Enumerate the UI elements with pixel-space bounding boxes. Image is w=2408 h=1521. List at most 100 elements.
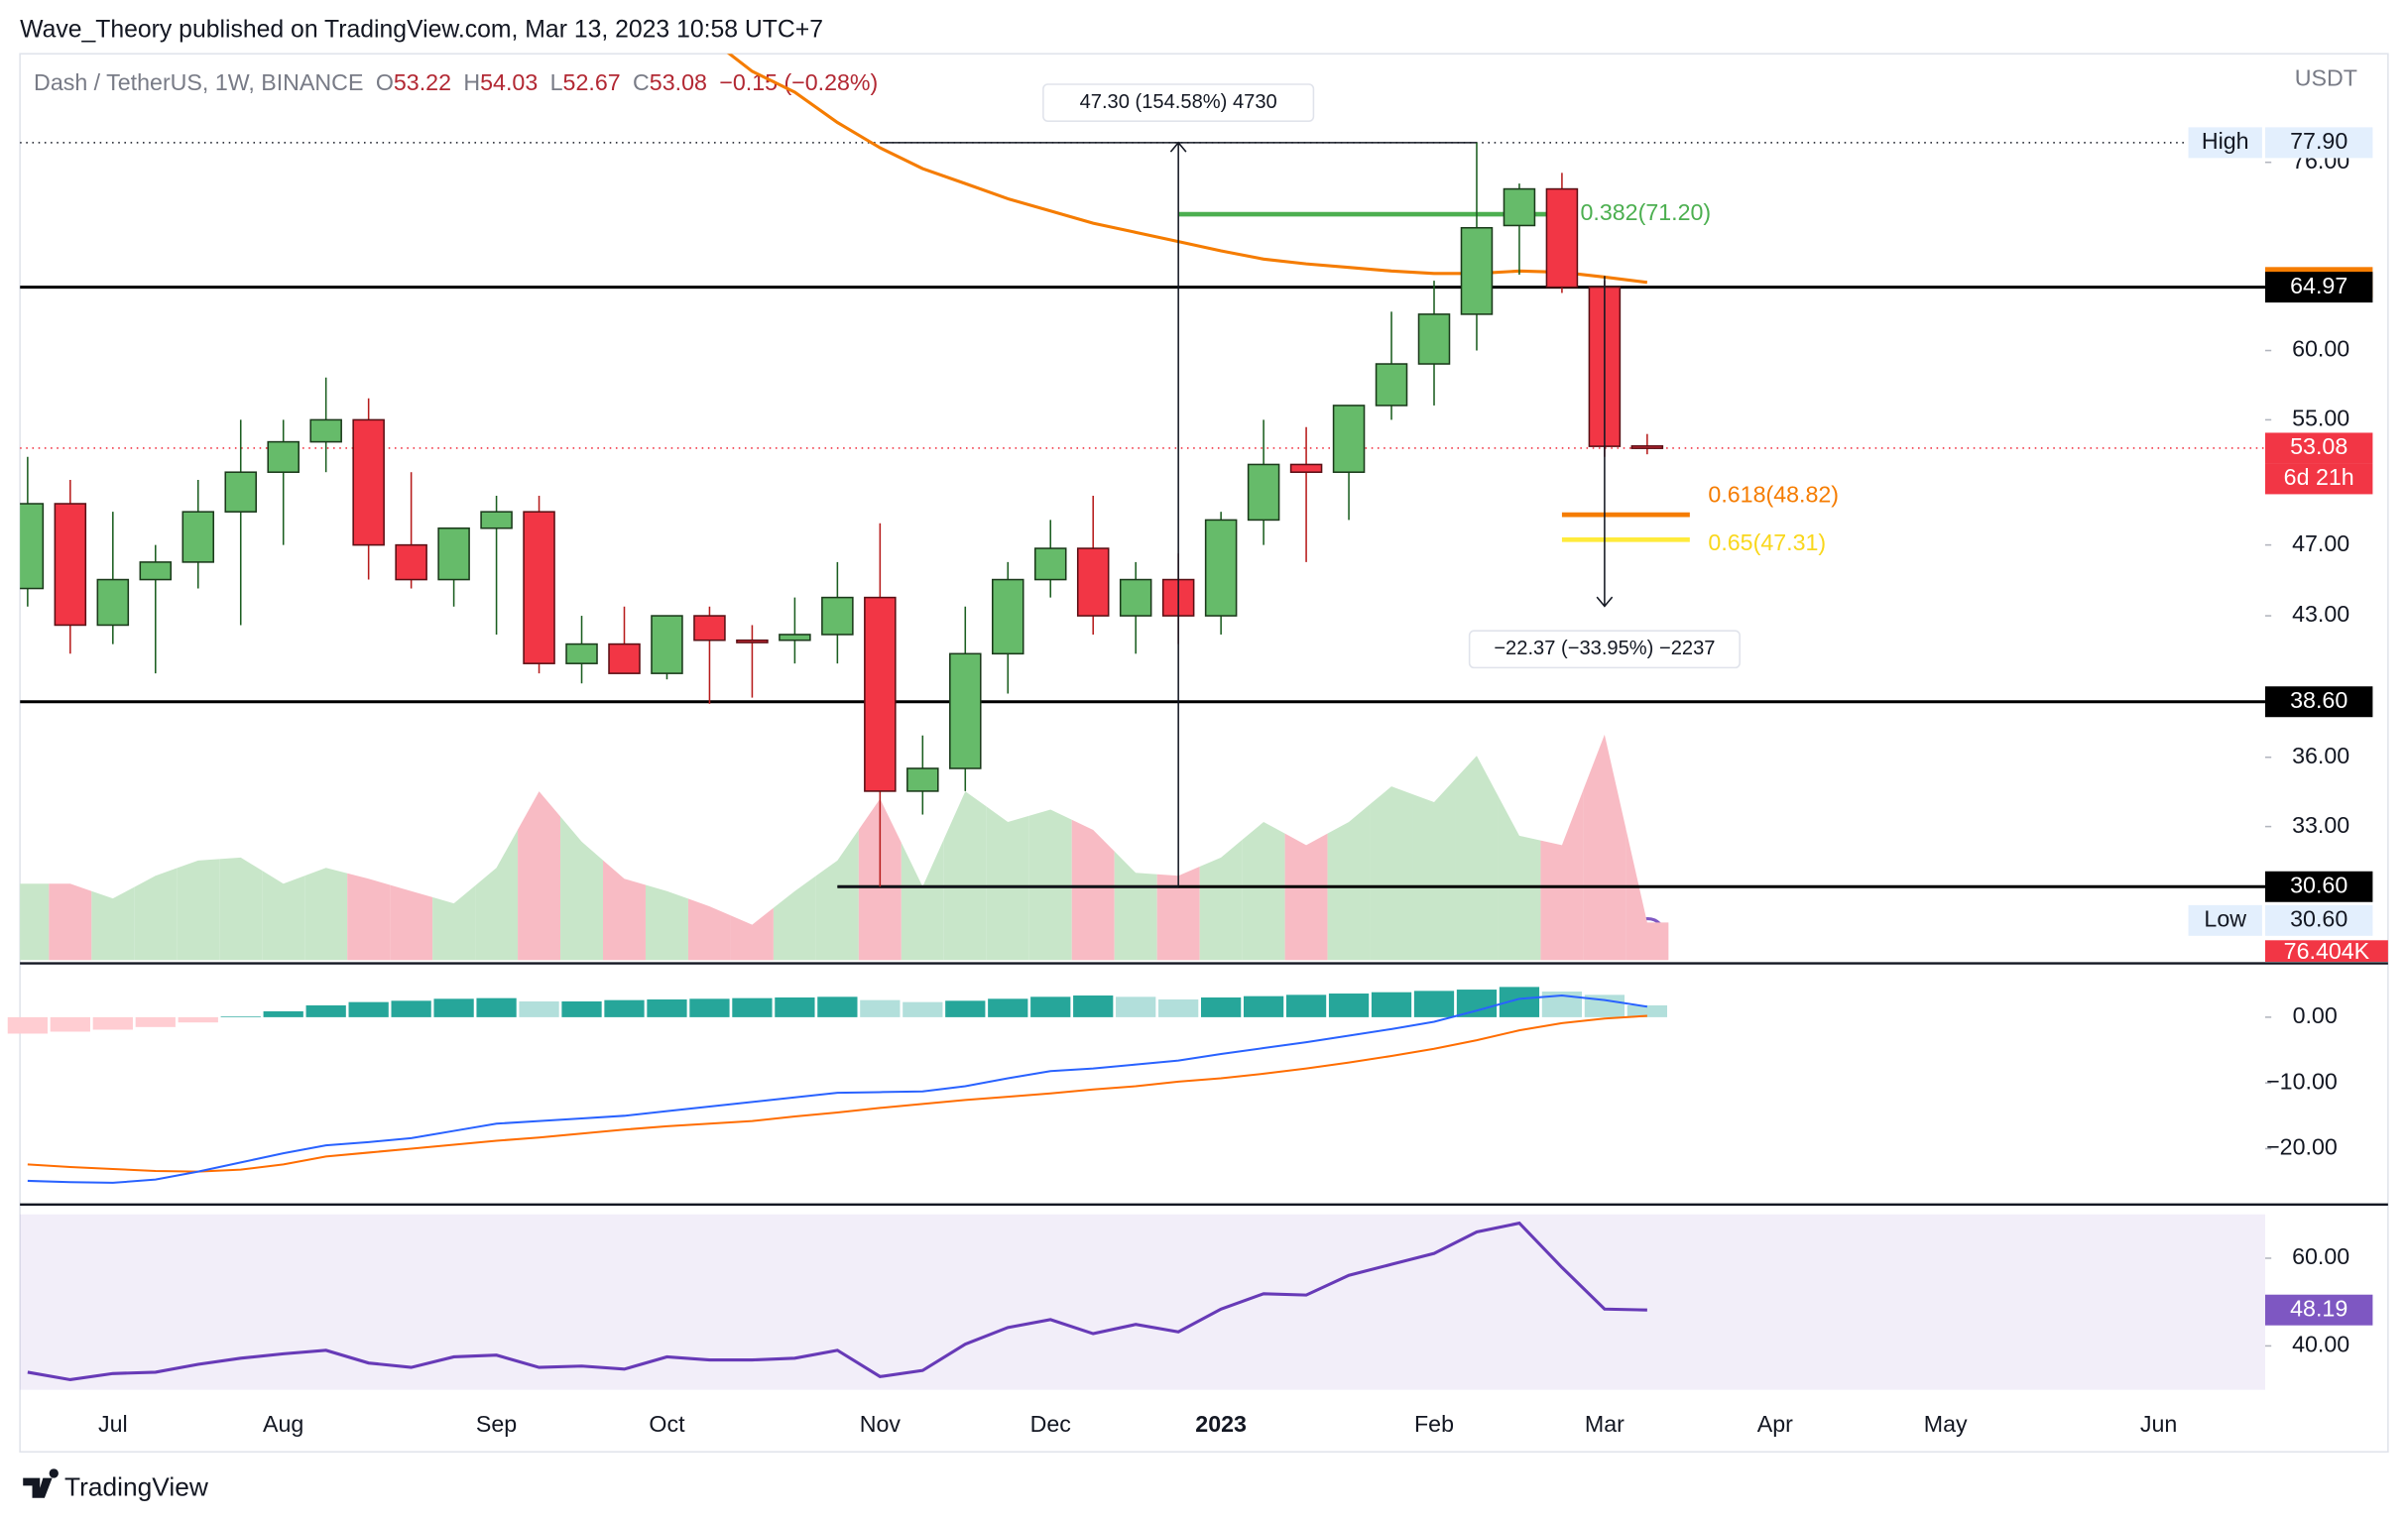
candle-body bbox=[395, 543, 427, 581]
macd-histogram bbox=[1201, 997, 1242, 1017]
volume-area bbox=[1412, 778, 1456, 961]
macd-histogram bbox=[903, 1001, 943, 1017]
volume-area bbox=[1583, 734, 1626, 961]
frame bbox=[19, 53, 2389, 1454]
volume-area bbox=[347, 873, 391, 961]
y-tick-label: 36.00 bbox=[2292, 743, 2349, 768]
fib-label: 0.618(48.82) bbox=[1708, 482, 1839, 508]
fib-label: 0.382(71.20) bbox=[1581, 199, 1712, 225]
macd-histogram bbox=[1413, 991, 1455, 1017]
rsi-y-tick-label: 40.00 bbox=[2292, 1332, 2349, 1357]
macd-histogram bbox=[561, 1000, 602, 1017]
publish-header: Wave_Theory published on TradingView.com… bbox=[20, 17, 823, 44]
macd-y-tick-label: −20.00 bbox=[2266, 1134, 2338, 1160]
volume-area bbox=[943, 791, 987, 961]
ohlc-value: 53.22 bbox=[394, 69, 451, 95]
macd-histogram bbox=[433, 998, 474, 1017]
volume-area bbox=[432, 885, 476, 961]
change: −0.15 (−0.28%) bbox=[719, 69, 878, 95]
candle-body bbox=[480, 511, 513, 529]
x-tick-label: Sep bbox=[476, 1411, 517, 1437]
macd-histogram bbox=[775, 997, 815, 1017]
volume-area bbox=[475, 829, 519, 961]
macd-histogram bbox=[647, 998, 687, 1017]
macd-histogram bbox=[220, 1016, 261, 1017]
ohlc-key: H bbox=[463, 69, 480, 95]
macd-macd-line bbox=[27, 994, 1648, 1184]
candle-body bbox=[1119, 578, 1152, 617]
candle-body bbox=[992, 578, 1024, 655]
price-badge bbox=[2264, 904, 2373, 936]
x-tick-label: Oct bbox=[649, 1411, 685, 1437]
volume-area bbox=[390, 884, 433, 961]
volume-area bbox=[49, 883, 92, 961]
x-tick-label: Apr bbox=[1757, 1411, 1793, 1437]
x-tick-label: Nov bbox=[860, 1411, 902, 1437]
macd-histogram bbox=[1073, 995, 1114, 1017]
y-tick-label: 55.00 bbox=[2292, 406, 2349, 431]
volume-area bbox=[1071, 819, 1115, 961]
macd-histogram bbox=[135, 1016, 176, 1027]
candle-body bbox=[267, 440, 300, 473]
candle-body bbox=[309, 418, 342, 443]
badge-tag-bg bbox=[2188, 904, 2262, 936]
macd-histogram bbox=[305, 1004, 346, 1017]
x-tick-label: Jun bbox=[2140, 1411, 2177, 1437]
macd-signal-line bbox=[27, 1014, 1647, 1173]
candle-body bbox=[139, 561, 173, 581]
macd-histogram bbox=[732, 997, 773, 1017]
price-badge-label: 30.60 bbox=[2290, 872, 2348, 897]
candle-body bbox=[1375, 363, 1408, 407]
macd-histogram bbox=[50, 1016, 90, 1032]
candle-body bbox=[736, 639, 769, 644]
macd-histogram bbox=[817, 996, 858, 1017]
volume-area bbox=[687, 898, 731, 961]
x-tick-label: Aug bbox=[263, 1411, 303, 1437]
candle-body bbox=[949, 652, 982, 769]
candle-body bbox=[181, 511, 215, 563]
candle-body bbox=[54, 503, 87, 627]
candle-body bbox=[1460, 226, 1494, 315]
measure-box bbox=[1042, 83, 1315, 122]
macd-histogram bbox=[519, 1000, 559, 1017]
volume-area bbox=[1284, 833, 1328, 961]
x-tick-label: Mar bbox=[1585, 1411, 1625, 1437]
volume-area bbox=[518, 791, 561, 961]
macd-histogram bbox=[689, 998, 730, 1017]
volume-area bbox=[1498, 795, 1541, 961]
macd-y-tick-label: 0.00 bbox=[2293, 1002, 2338, 1028]
rsi-band bbox=[20, 1214, 2265, 1390]
y-tick-label: 33.00 bbox=[2292, 812, 2349, 838]
brand: TradingView bbox=[64, 1471, 209, 1501]
macd-histogram bbox=[604, 999, 645, 1017]
macd-histogram bbox=[1584, 994, 1625, 1017]
price-badge-label: 77.90 bbox=[2290, 128, 2348, 154]
volume-area bbox=[1540, 789, 1584, 961]
macd-histogram bbox=[476, 997, 517, 1017]
candle-body bbox=[1545, 187, 1579, 289]
macd-histogram bbox=[1626, 1004, 1668, 1017]
volume-area bbox=[20, 883, 50, 961]
price-badge-label: 64.97 bbox=[2290, 273, 2348, 298]
badge-tag-bg bbox=[2188, 127, 2262, 159]
logo bbox=[23, 1468, 59, 1498]
macd-histogram bbox=[1030, 996, 1071, 1017]
measure-box bbox=[1468, 630, 1741, 669]
rsi-y-tick-label: 60.00 bbox=[2292, 1243, 2349, 1269]
volume-area bbox=[1156, 867, 1200, 961]
macd-histogram bbox=[1371, 992, 1412, 1017]
volume-area bbox=[1455, 756, 1499, 961]
macd-histogram bbox=[1116, 996, 1156, 1017]
ohlc-value: 54.03 bbox=[480, 69, 538, 95]
price-badge-label: 30.60 bbox=[2290, 905, 2348, 931]
x-tick-label: Jul bbox=[98, 1411, 128, 1437]
y-tick-label: 47.00 bbox=[2292, 530, 2349, 556]
volume-area bbox=[815, 829, 859, 961]
candle-body bbox=[1289, 463, 1323, 473]
rsi-badge bbox=[2264, 1294, 2373, 1326]
volume-area bbox=[177, 859, 220, 961]
y-tick-label: 60.00 bbox=[2292, 336, 2349, 362]
price-badge bbox=[2264, 871, 2373, 902]
